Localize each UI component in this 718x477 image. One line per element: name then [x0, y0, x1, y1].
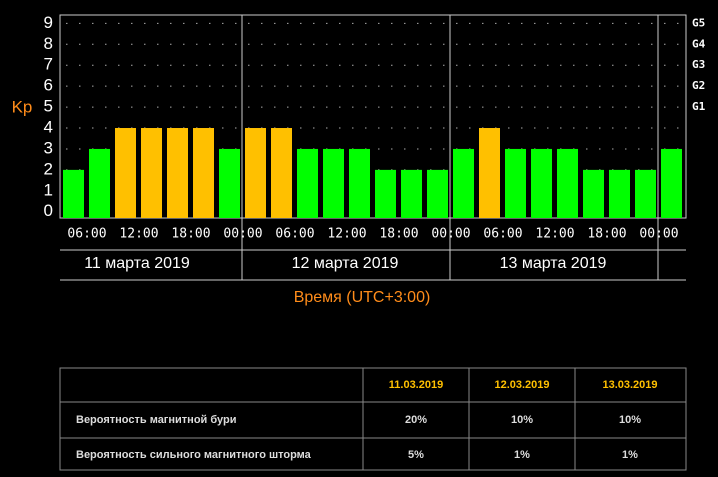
x-tick-label: 18:00: [171, 227, 210, 242]
x-tick-label: 06:00: [483, 227, 522, 242]
table-cell: 1%: [514, 449, 530, 461]
day-label: 12 марта 2019: [292, 255, 399, 272]
bar: [557, 148, 578, 218]
y-tick-label: 4: [44, 117, 53, 136]
bar: [271, 128, 292, 218]
y-tick-label: 3: [44, 138, 53, 157]
bar: [453, 148, 474, 218]
bar: [115, 128, 136, 218]
bar: [479, 128, 500, 218]
y-tick-label: 7: [44, 55, 53, 74]
plot-frame: [59, 14, 687, 219]
table-cell: 1%: [622, 449, 638, 461]
x-tick-label: 06:00: [275, 227, 314, 242]
x-tick-label: 00:00: [639, 227, 678, 242]
table-header: 13.03.2019: [602, 379, 657, 391]
table-cell: 5%: [408, 449, 424, 461]
x-tick-label: 18:00: [379, 227, 418, 242]
bar: [323, 148, 344, 218]
table-cell: Вероятность магнитной бури: [76, 414, 236, 426]
right-tick-label: G4: [692, 37, 706, 50]
bar: [531, 148, 552, 218]
right-tick-label: G5: [692, 16, 705, 29]
x-tick-label: 00:00: [431, 227, 470, 242]
bar: [245, 128, 266, 218]
table-cell: 20%: [405, 414, 427, 426]
right-tick-label: G2: [692, 79, 705, 92]
bar: [167, 128, 188, 218]
bar: [609, 169, 630, 218]
bar: [583, 169, 604, 218]
y-axis-label: Kp: [12, 97, 33, 116]
bar: [219, 148, 240, 218]
x-tick-label: 12:00: [535, 227, 574, 242]
bar: [661, 148, 682, 218]
bar: [193, 128, 214, 218]
y-tick-label: 2: [44, 159, 53, 178]
y-tick-label: 5: [44, 97, 53, 116]
table-header: 11.03.2019: [389, 379, 443, 391]
right-tick-label: G3: [692, 58, 705, 71]
y-tick-label: 9: [44, 13, 53, 32]
bar: [375, 169, 396, 218]
table-cell: 10%: [619, 414, 641, 426]
bar: [89, 148, 110, 218]
bar: [505, 148, 526, 218]
table: [59, 367, 687, 471]
day-label: 11 марта 2019: [84, 255, 190, 272]
bar: [141, 128, 162, 218]
x-tick-label: 12:00: [327, 227, 366, 242]
table-cell: 10%: [511, 414, 533, 426]
right-tick-label: G1: [692, 100, 706, 113]
y-tick-label: 1: [44, 180, 53, 199]
bar: [401, 169, 422, 218]
bar: [635, 169, 656, 218]
table-header: 12.03.2019: [494, 379, 549, 391]
bar: [427, 169, 448, 218]
bar: [63, 169, 84, 218]
x-tick-label: 06:00: [67, 227, 106, 242]
day-label: 13 марта 2019: [500, 255, 607, 272]
bar: [349, 148, 370, 218]
x-tick-label: 18:00: [587, 227, 626, 242]
y-tick-label: 6: [44, 76, 53, 95]
bar: [297, 148, 318, 218]
y-tick-label: 0: [44, 201, 53, 220]
x-tick-label: 00:00: [223, 227, 262, 242]
x-axis-label: Время (UTC+3:00): [294, 289, 431, 306]
x-tick-label: 12:00: [119, 227, 158, 242]
y-tick-label: 8: [44, 34, 53, 53]
table-cell: Вероятность сильного магнитного шторма: [76, 449, 312, 461]
